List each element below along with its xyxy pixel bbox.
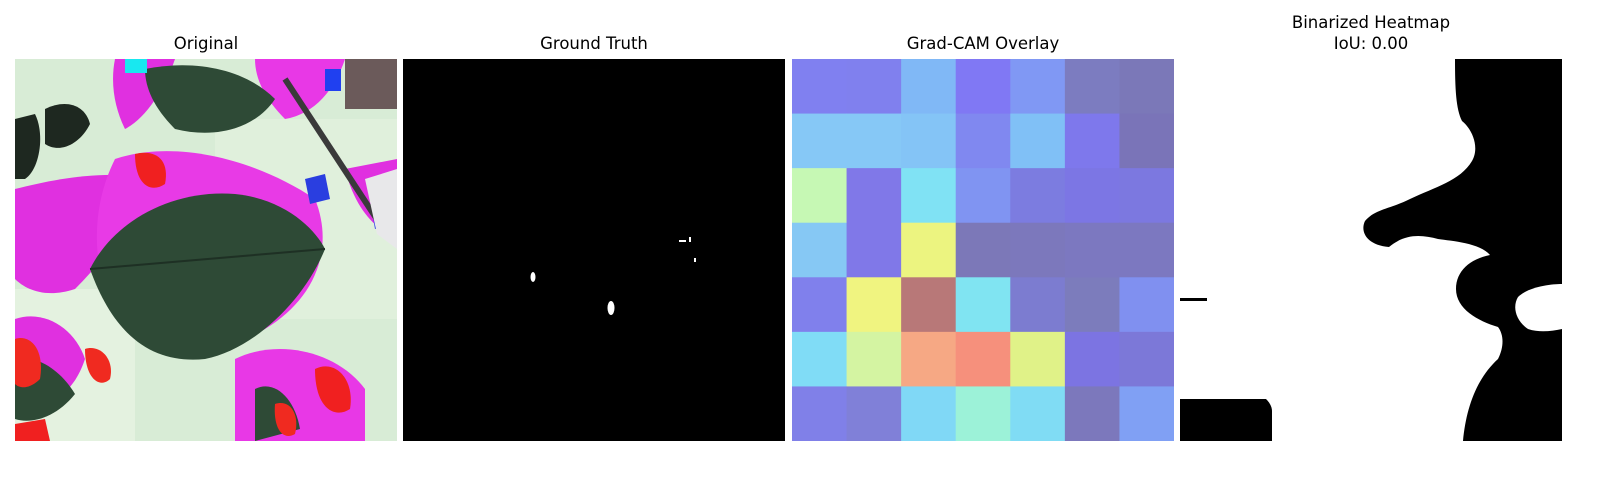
- iou-label: IoU: 0.00: [1180, 33, 1562, 54]
- panel-title-binarized: Binarized Heatmap: [1180, 12, 1562, 33]
- heatmap-cell: [1065, 168, 1120, 223]
- heatmap-cell: [901, 114, 956, 169]
- heatmap-cell: [1119, 59, 1174, 114]
- heatmap-cell: [847, 277, 902, 332]
- heatmap-cell: [956, 168, 1011, 223]
- heatmap-cell: [956, 386, 1011, 441]
- heatmap-cell: [1010, 386, 1065, 441]
- heatmap-cell: [956, 114, 1011, 169]
- binarized-mask: [1180, 59, 1562, 441]
- panel-binarized: Binarized Heatmap IoU: 0.00: [1180, 0, 1562, 500]
- heatmap-cell: [1065, 332, 1120, 387]
- heatmap-cell: [792, 386, 847, 441]
- heatmap-cell: [1119, 386, 1174, 441]
- heatmap-cell: [792, 332, 847, 387]
- heatmap-cell: [1010, 168, 1065, 223]
- heatmap-cell: [901, 332, 956, 387]
- heatmap-cell: [1119, 223, 1174, 278]
- heatmap-cell: [1119, 168, 1174, 223]
- heatmap-cell: [956, 59, 1011, 114]
- heatmap-cell: [1119, 114, 1174, 169]
- heatmap-cell: [792, 168, 847, 223]
- heatmap-cell: [901, 277, 956, 332]
- panel-gradcam: Grad-CAM Overlay: [792, 0, 1174, 500]
- heatmap-cell: [847, 332, 902, 387]
- heatmap-cell: [956, 332, 1011, 387]
- heatmap-cell: [1119, 277, 1174, 332]
- heatmap-cell: [956, 223, 1011, 278]
- heatmap-cell: [901, 386, 956, 441]
- heatmap-cell: [1065, 277, 1120, 332]
- heatmap-cell: [792, 223, 847, 278]
- heatmap-cell: [1010, 59, 1065, 114]
- heatmap-cell: [792, 114, 847, 169]
- original-image: [15, 59, 397, 441]
- panel-title-original: Original: [15, 33, 397, 54]
- heatmap-cell: [956, 277, 1011, 332]
- gradcam-heatmap: [792, 59, 1174, 441]
- heatmap-cell: [847, 168, 902, 223]
- heatmap-cell: [792, 59, 847, 114]
- heatmap-cell: [847, 223, 902, 278]
- heatmap-cell: [1065, 386, 1120, 441]
- heatmap-cell: [1010, 332, 1065, 387]
- heatmap-cell: [1010, 223, 1065, 278]
- heatmap-cell: [1119, 332, 1174, 387]
- heatmap-cell: [847, 114, 902, 169]
- panel-title-ground-truth: Ground Truth: [403, 33, 785, 54]
- heatmap-cell: [792, 277, 847, 332]
- heatmap-cell: [901, 59, 956, 114]
- ground-truth-mask: [403, 59, 785, 441]
- heatmap-cell: [1010, 277, 1065, 332]
- panel-ground-truth: Ground Truth: [403, 0, 785, 500]
- heatmap-cell: [1065, 114, 1120, 169]
- heatmap-cell: [1065, 223, 1120, 278]
- heatmap-cell: [1065, 59, 1120, 114]
- heatmap-cell: [847, 386, 902, 441]
- heatmap-cell: [1010, 114, 1065, 169]
- panel-original: Original: [15, 0, 397, 500]
- heatmap-cell: [901, 168, 956, 223]
- heatmap-cell: [847, 59, 902, 114]
- panel-title-gradcam: Grad-CAM Overlay: [792, 33, 1174, 54]
- heatmap-cell: [901, 223, 956, 278]
